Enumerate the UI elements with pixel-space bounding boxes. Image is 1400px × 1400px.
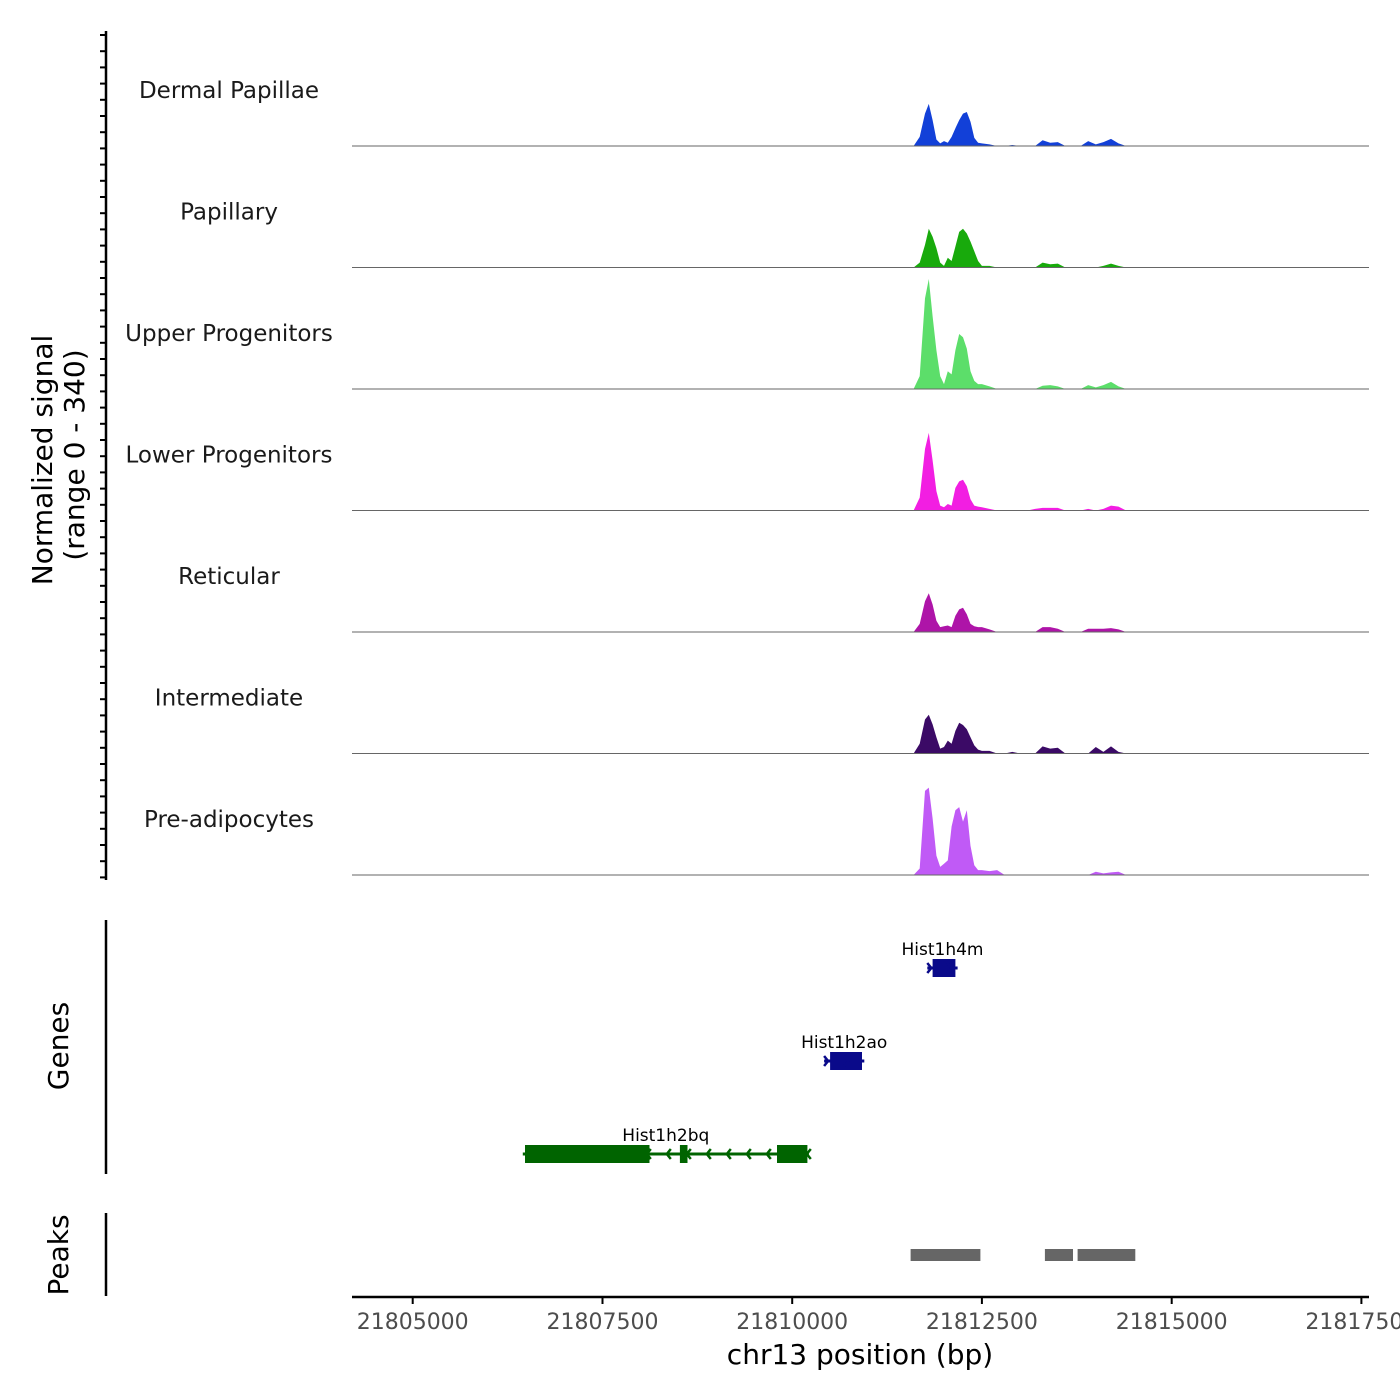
strand-chevron xyxy=(745,1148,752,1160)
strand-chevron xyxy=(685,1148,692,1160)
strand-chevron xyxy=(725,1148,732,1160)
strand-chevron xyxy=(545,1148,552,1160)
coverage-area-pre-adipocytes xyxy=(913,787,1142,875)
gene-exon xyxy=(679,1145,688,1163)
strand-chevron xyxy=(645,1148,652,1160)
gene-exon xyxy=(777,1145,808,1163)
strand-chevron xyxy=(785,1148,792,1160)
x-tick-label: 21815000 xyxy=(1116,1310,1228,1335)
track-label: Reticular xyxy=(178,564,280,590)
strand-chevron xyxy=(565,1148,572,1160)
strand-chevron xyxy=(823,1055,830,1067)
peak-region xyxy=(910,1249,981,1261)
strand-chevron xyxy=(625,1148,632,1160)
x-tick-label: 21807500 xyxy=(547,1310,659,1335)
coverage-ylabel-line2: (range 0 - 340) xyxy=(58,349,91,560)
coverage-area-dermal-papillae xyxy=(913,103,1142,146)
strand-chevron xyxy=(525,1148,532,1160)
gene-label: Hist1h4m xyxy=(902,940,984,960)
strand-chevron xyxy=(605,1148,612,1160)
track-label: Intermediate xyxy=(155,686,303,712)
peak-region xyxy=(1077,1249,1136,1261)
coverage-ylabel-line1: Normalized signal xyxy=(26,335,59,586)
coverage-y-ticks xyxy=(100,34,106,879)
peak-track xyxy=(910,1249,1136,1261)
coverage-area-lower-progenitors xyxy=(913,432,1142,511)
strand-chevron xyxy=(665,1148,672,1160)
gene-exon xyxy=(932,959,956,977)
track-label: Lower Progenitors xyxy=(126,443,333,469)
coverage-area-reticular xyxy=(913,593,1142,632)
x-axis-ticks: 21805000 21807500 21810000 21812500 21815000… xyxy=(357,1297,1400,1335)
strand-chevron xyxy=(946,962,953,974)
coverage-area-upper-progenitors xyxy=(913,279,1142,389)
coverage-area-papillary xyxy=(913,228,1142,268)
gene-exon xyxy=(830,1052,862,1070)
strand-chevron xyxy=(705,1148,712,1160)
strand-chevron xyxy=(926,962,933,974)
strand-chevron xyxy=(585,1148,592,1160)
strand-chevron xyxy=(843,1055,850,1067)
coverage-tracks: Dermal Papillae Papillary Upper Progenitor… xyxy=(125,78,1369,876)
track-label: Dermal Papillae xyxy=(139,78,319,104)
x-axis-title: chr13 position (bp) xyxy=(727,1338,993,1371)
track-label: Upper Progenitors xyxy=(125,321,333,347)
gene-label: Hist1h2ao xyxy=(801,1033,887,1053)
track-label: Pre-adipocytes xyxy=(144,807,314,833)
peak-region xyxy=(1044,1249,1073,1261)
x-tick-label: 21805000 xyxy=(357,1310,469,1335)
peaks-ylabel: Peaks xyxy=(42,1214,75,1295)
gene-label: Hist1h2bq xyxy=(622,1126,709,1146)
coverage-area-intermediate xyxy=(913,714,1142,754)
genes-ylabel: Genes xyxy=(42,1002,75,1090)
track-label: Papillary xyxy=(180,200,278,226)
x-tick-label: 21817500 xyxy=(1305,1310,1400,1335)
x-tick-label: 21810000 xyxy=(736,1310,848,1335)
strand-chevron xyxy=(765,1148,772,1160)
strand-chevron xyxy=(805,1148,812,1160)
gene-track: Hist1h4m Hist1h2ao Hist1h2bq xyxy=(522,940,984,1163)
x-tick-label: 21812500 xyxy=(926,1310,1038,1335)
